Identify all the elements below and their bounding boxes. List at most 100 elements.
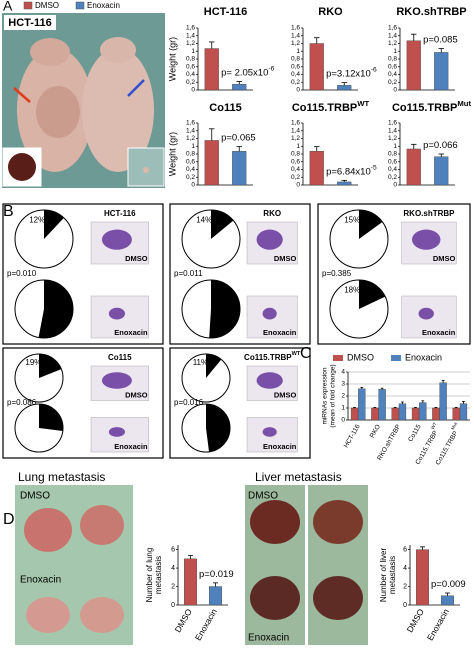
pie-label: 48%: [211, 422, 227, 431]
y-tick-label: 6: [403, 546, 407, 553]
pie-label: 53%: [52, 306, 68, 315]
panel-letter: C: [300, 345, 312, 362]
cell-stain: [256, 229, 283, 250]
y-tick-label: 0: [341, 417, 345, 424]
x-tick-label: Enoxacin: [425, 607, 451, 643]
annotation: p=6.84x10-5: [326, 164, 377, 177]
y-tick-label: 0,2: [186, 174, 195, 181]
y-tick-label: 0: [171, 602, 175, 609]
p-value: p=0.010: [7, 269, 37, 278]
y-tick-label: 0: [403, 602, 407, 609]
panel-box: [169, 203, 311, 345]
bar: [406, 40, 421, 91]
annotation-main: p=0.019: [199, 568, 234, 579]
photo-label: Enoxacin: [20, 575, 61, 586]
bar: [452, 407, 460, 421]
y-tick-label: 1: [296, 48, 300, 55]
y-tick-label: 1,6: [291, 25, 300, 32]
x-tick-label-main: Co115.TRBP: [434, 430, 459, 466]
y-tick-label: 2: [403, 583, 407, 590]
y-tick-label: 0: [393, 87, 397, 94]
y-tick-label: 0,6: [291, 158, 300, 165]
pie-label: 11%: [193, 358, 208, 367]
annotation-main: p=6.84x10: [326, 166, 371, 177]
bar: [378, 389, 386, 421]
box-title-main: RKO: [263, 209, 281, 218]
x-tick-label-sup: WT: [430, 421, 438, 430]
y-axis-label: Weight (gr): [167, 132, 177, 176]
chart-title: Co115: [209, 102, 241, 114]
y-tick-label: 1,6: [388, 25, 397, 32]
y-tick-label: 1: [191, 143, 195, 150]
x-tick-label-main: DMSO: [173, 607, 195, 634]
y-tick-label: 0,6: [388, 158, 397, 165]
image-label: Enoxacin: [114, 442, 148, 451]
panel-letter: D: [3, 511, 15, 528]
box-title: RKO.shTRBP: [403, 209, 455, 218]
annotation: p= 2.05x10-6: [221, 65, 274, 78]
cell-stain: [418, 307, 434, 320]
bar: [434, 52, 449, 91]
chart-title: Co115.TRBPMut: [392, 99, 472, 114]
cell-stain: [101, 229, 132, 250]
y-tick-label: 1,6: [388, 120, 397, 127]
x-tick-label-main: Enoxacin: [193, 607, 219, 643]
y-axis-label: Number of liver: [379, 548, 388, 603]
box-title-main: RKO.shTRBP: [403, 209, 455, 218]
annotation: p=0.019: [199, 568, 234, 579]
mouse-photo: [2, 13, 165, 188]
chart-title-main: Co115.TRBP: [392, 102, 457, 114]
bar: [439, 382, 447, 421]
y-tick-label: 1: [393, 143, 397, 150]
y-tick-label: 1,2: [186, 40, 195, 47]
y-tick-label: 1,2: [388, 40, 397, 47]
y-tick-label: 4: [403, 565, 407, 572]
y-axis-label: Number of lung: [145, 548, 154, 603]
image-label: Enoxacin: [263, 328, 297, 337]
y-tick-label: 1,6: [291, 120, 300, 127]
legend-swatch: [391, 355, 401, 361]
annotation: p=0.085: [423, 34, 458, 45]
y-tick-label: 6: [171, 546, 175, 553]
x-tick-label: Co115: [407, 423, 423, 443]
annotation: p=0.065: [221, 132, 256, 143]
y-tick-label: 2: [171, 583, 175, 590]
y-tick-label: 0,4: [186, 71, 195, 78]
legend-label: DMSO: [35, 1, 59, 10]
y-tick-label: 1,4: [388, 127, 397, 134]
box-title-main: Co115: [108, 353, 132, 362]
y-tick-label: 1: [393, 48, 397, 55]
y-tick-label: 0,4: [186, 166, 195, 173]
bar: [391, 407, 399, 421]
annotation-main: p=0.066: [423, 140, 458, 151]
bar: [411, 407, 420, 421]
liver-photo: [245, 485, 368, 645]
annotation-main: p= 2.05x10: [221, 67, 268, 78]
pie-slice: [209, 280, 240, 338]
bar: [416, 549, 429, 606]
cell-stain: [411, 229, 441, 250]
cell-stain: [101, 372, 132, 389]
legend-label: Enoxacin: [405, 352, 442, 362]
annotation-main: p=3.12x10: [326, 68, 371, 79]
y-tick-label: 4: [341, 369, 345, 376]
photo-label: Enoxacin: [248, 633, 289, 644]
y-tick-label: 0,8: [388, 151, 397, 158]
y-tick-label: 0,8: [291, 56, 300, 63]
y-tick-label: 0,4: [388, 71, 397, 78]
y-tick-label: 1,2: [291, 40, 300, 47]
bar: [419, 402, 427, 421]
legend-label: Enoxacin: [87, 1, 120, 10]
chart-title: Co115.TRBPWT: [292, 99, 370, 114]
photo-label: DMSO: [248, 491, 278, 502]
bar: [337, 85, 352, 91]
y-tick-label: 0,6: [186, 63, 195, 70]
pie-label: 14%: [196, 216, 212, 225]
image-label: Enoxacin: [422, 328, 456, 337]
y-tick-label: 0,2: [291, 79, 300, 86]
panel-title: Lung metastasis: [18, 470, 105, 484]
pie-slice: [206, 404, 231, 452]
x-tick-label: Enoxacin: [193, 607, 219, 643]
bar: [432, 407, 440, 421]
y-tick-label: 1,4: [291, 32, 300, 39]
